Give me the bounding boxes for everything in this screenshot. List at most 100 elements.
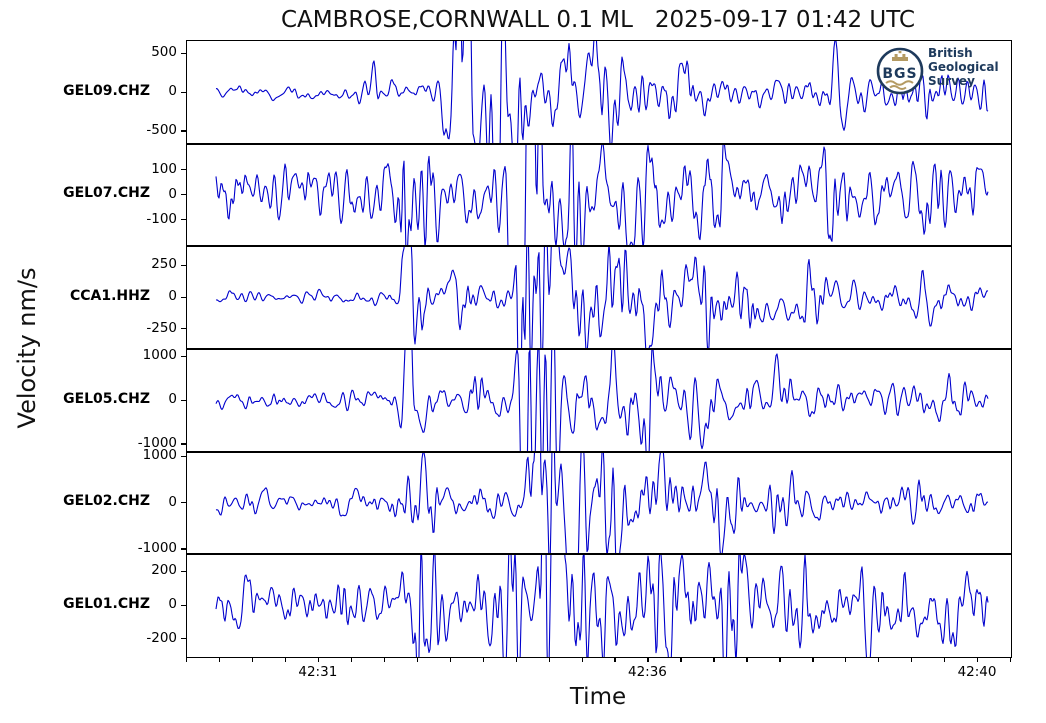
svg-text:Geological: Geological xyxy=(928,60,999,74)
ytick-mark xyxy=(181,604,186,606)
bgs-logo: BGS British Geological Survey xyxy=(876,46,999,95)
station-label-cca1-hhz: CCA1.HHZ xyxy=(69,287,150,304)
ytick-mark xyxy=(181,169,186,171)
xtick-mark xyxy=(449,657,451,662)
xtick-mark xyxy=(647,657,649,662)
ytick-label: 1000 xyxy=(142,347,177,364)
crown-icon xyxy=(892,51,908,61)
plot-area xyxy=(186,40,1012,658)
panel-cca1-hhz xyxy=(187,246,1011,349)
x-axis: 42:31 42:36 42:40 xyxy=(186,657,1012,687)
xtick-mark xyxy=(911,657,913,662)
xtick-mark xyxy=(416,657,419,662)
ytick-mark xyxy=(181,328,186,330)
panel-gel09-chz xyxy=(187,41,1011,144)
xtick-mark xyxy=(284,657,287,662)
xtick-mark xyxy=(251,657,254,662)
ytick-mark xyxy=(181,548,186,550)
station-label-gel02-chz: GEL02.CHZ xyxy=(63,493,150,509)
xtick-label: 42:36 xyxy=(627,664,667,680)
ytick-label: 0 xyxy=(168,596,177,612)
ytick-label: -100 xyxy=(146,210,177,227)
ytick-label: -250 xyxy=(146,319,177,336)
waveform-gel05-chz xyxy=(215,349,989,452)
ytick-mark xyxy=(181,638,186,640)
xtick-mark xyxy=(218,657,221,662)
station-label-gel01-chz: GEL01.CHZ xyxy=(63,595,150,612)
xtick-mark xyxy=(845,657,847,662)
y-axis-gutter: GEL09.CHZ 500 0 -500 GEL07.CHZ 100 0 -100 CCA1.H… xyxy=(0,40,186,658)
bgs-abbr: BGS xyxy=(882,66,917,82)
ytick-mark xyxy=(181,399,186,401)
ytick-label: 200 xyxy=(151,562,177,579)
waveform-gel01-chz xyxy=(215,554,989,657)
panel-divider xyxy=(187,143,1011,145)
ytick-label: -1000 xyxy=(137,539,177,556)
xtick-mark xyxy=(186,657,188,662)
ytick-mark xyxy=(181,502,186,504)
xtick-mark xyxy=(383,657,386,662)
xtick-mark xyxy=(317,657,320,662)
xtick-mark xyxy=(812,657,814,662)
ytick-label: 250 xyxy=(151,256,177,273)
ytick-mark xyxy=(181,219,186,221)
xtick-mark xyxy=(746,657,748,662)
ytick-mark xyxy=(181,264,186,267)
ytick-label: -200 xyxy=(146,629,177,646)
panel-gel01-chz xyxy=(187,554,1011,657)
xtick-mark xyxy=(977,657,979,662)
ytick-mark xyxy=(181,355,186,357)
xtick-mark xyxy=(944,657,946,662)
xtick-mark xyxy=(713,657,715,662)
xtick-label: 42:31 xyxy=(298,664,338,680)
ytick-label: 0 xyxy=(168,288,177,304)
ytick-mark xyxy=(181,296,186,298)
logo-org-name: British Geological Survey xyxy=(928,46,999,88)
figure-title: CAMBROSE,CORNWALL 0.1 ML 2025-09-17 01:4… xyxy=(280,7,916,33)
waveform-cca1-hhz xyxy=(215,246,989,349)
xtick-mark xyxy=(1010,657,1012,662)
svg-text:British: British xyxy=(928,46,973,60)
xtick-mark xyxy=(779,657,781,662)
xtick-mark xyxy=(581,657,583,662)
panel-divider xyxy=(187,451,1011,453)
x-axis-title: Time xyxy=(569,684,627,710)
waveform-gel02-chz xyxy=(215,452,989,554)
ytick-label: 100 xyxy=(151,160,177,177)
ytick-mark xyxy=(181,443,186,445)
ytick-label: -500 xyxy=(146,121,177,138)
ytick-label: 500 xyxy=(151,44,177,61)
ytick-label: 1000 xyxy=(142,447,177,464)
ytick-mark xyxy=(181,91,186,93)
station-label-gel05-chz: GEL05.CHZ xyxy=(63,390,150,407)
xtick-mark xyxy=(350,657,353,662)
xtick-mark xyxy=(515,657,517,662)
ytick-label: 0 xyxy=(168,83,177,99)
station-label-gel07-chz: GEL07.CHZ xyxy=(63,185,150,201)
waves-icon xyxy=(885,80,914,90)
panel-divider xyxy=(187,245,1011,247)
ytick-label: 0 xyxy=(168,493,177,510)
ytick-mark xyxy=(181,130,186,132)
xtick-mark xyxy=(548,657,550,662)
panel-divider xyxy=(187,553,1011,555)
ytick-mark xyxy=(181,52,186,54)
panel-gel05-chz xyxy=(187,349,1011,452)
waveform-gel09-chz xyxy=(215,41,989,144)
ytick-label: 0 xyxy=(168,391,177,407)
ytick-mark xyxy=(181,455,186,457)
ytick-label: -1000 xyxy=(137,434,177,451)
xtick-mark xyxy=(680,657,682,662)
xtick-mark xyxy=(878,657,880,662)
xtick-label: 42:40 xyxy=(957,664,997,680)
ytick-label: 0 xyxy=(168,185,177,202)
panel-gel07-chz xyxy=(187,144,1011,246)
xtick-mark xyxy=(614,657,616,662)
panel-gel02-chz xyxy=(187,452,1011,554)
ytick-mark xyxy=(181,194,186,196)
svg-text:Survey: Survey xyxy=(928,74,975,88)
ytick-mark xyxy=(181,570,186,573)
panel-divider xyxy=(187,348,1011,350)
waveform-gel07-chz xyxy=(215,144,989,246)
